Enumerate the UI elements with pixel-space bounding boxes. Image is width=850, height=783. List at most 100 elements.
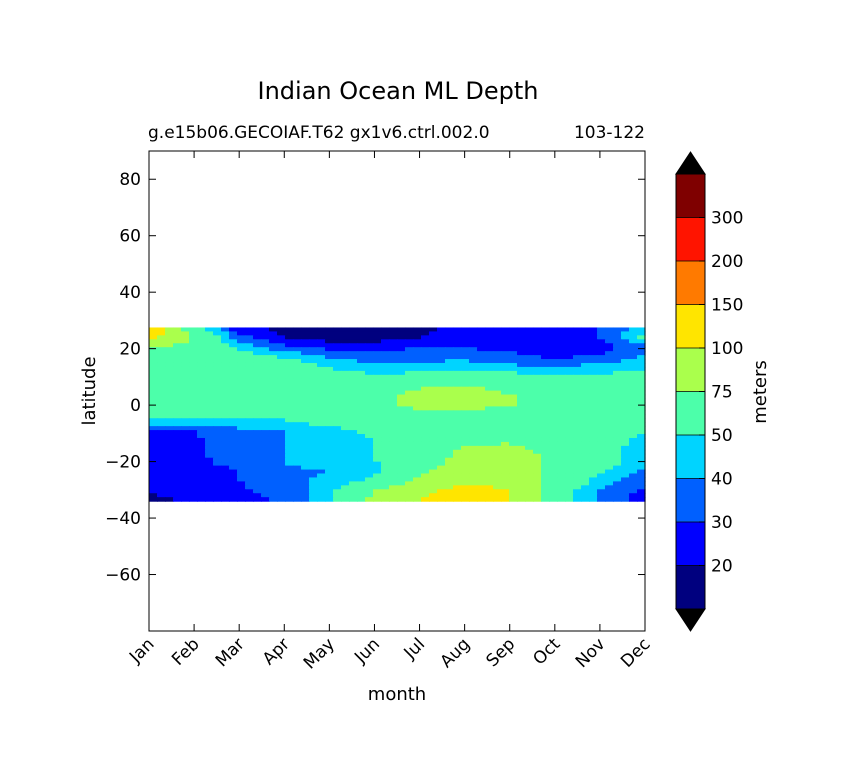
heatmap-cell: [373, 378, 382, 384]
heatmap-cell: [333, 366, 342, 372]
heatmap-cell: [205, 453, 214, 459]
heatmap-cell: [565, 422, 574, 427]
heatmap-cell: [405, 347, 414, 352]
heatmap-cell: [261, 422, 270, 427]
heatmap-cell: [261, 355, 270, 360]
heatmap-cell: [445, 477, 454, 482]
heatmap-cell: [261, 457, 270, 463]
heatmap-cell: [581, 445, 590, 451]
heatmap-cell: [533, 335, 542, 340]
heatmap-cell: [229, 441, 238, 447]
heatmap-cell: [365, 489, 374, 494]
heatmap-cell: [509, 465, 518, 471]
heatmap-cell: [613, 441, 622, 447]
heatmap-cell: [309, 339, 318, 344]
heatmap-cell: [565, 406, 574, 411]
heatmap-cell: [205, 477, 214, 482]
heatmap-cell: [581, 347, 590, 352]
heatmap-cell: [261, 485, 270, 490]
heatmap-cell: [421, 437, 430, 443]
heatmap-cell: [197, 465, 206, 471]
heatmap-cell: [517, 398, 526, 404]
heatmap-cell: [325, 465, 334, 471]
heatmap-cell: [525, 382, 534, 388]
heatmap-cell: [253, 374, 262, 380]
heatmap-cell: [181, 430, 190, 435]
heatmap-cell: [357, 335, 366, 340]
heatmap-cell: [549, 430, 558, 435]
heatmap-cell: [565, 473, 574, 479]
heatmap-cell: [573, 327, 582, 333]
heatmap-cell: [341, 339, 350, 344]
heatmap-cell: [205, 402, 214, 407]
heatmap-cell: [325, 418, 334, 423]
heatmap-cell: [557, 370, 566, 376]
heatmap-cell: [413, 422, 422, 427]
heatmap-cell: [493, 493, 502, 498]
heatmap-cell: [205, 473, 214, 479]
heatmap-cell: [325, 366, 334, 372]
heatmap-cell: [165, 493, 174, 498]
heatmap-cell: [237, 485, 246, 490]
heatmap-cell: [341, 422, 350, 427]
heatmap-cell: [381, 398, 390, 404]
heatmap-cell: [581, 394, 590, 400]
heatmap-cell: [261, 382, 270, 388]
heatmap-cell: [613, 426, 622, 431]
heatmap-cell: [589, 335, 598, 340]
heatmap-cell: [165, 359, 174, 364]
heatmap-cell: [253, 434, 262, 439]
heatmap-cell: [189, 394, 198, 400]
heatmap-cell: [597, 445, 606, 451]
heatmap-cell: [573, 473, 582, 479]
heatmap-cell: [269, 469, 278, 475]
heatmap-cell: [285, 331, 294, 336]
heatmap-cell: [229, 351, 238, 356]
heatmap-cell: [629, 437, 638, 443]
heatmap-cell: [157, 449, 166, 455]
heatmap-cell: [325, 453, 334, 459]
heatmap-cell: [549, 481, 558, 486]
heatmap-cell: [325, 493, 334, 498]
heatmap-cell: [637, 343, 646, 348]
heatmap-cell: [189, 386, 198, 392]
heatmap-cell: [485, 426, 494, 431]
heatmap-cell: [437, 489, 446, 494]
heatmap-cell: [621, 461, 630, 467]
heatmap-cell: [381, 390, 390, 396]
heatmap-cell: [637, 335, 646, 340]
heatmap-cell: [285, 473, 294, 479]
heatmap-cell: [373, 477, 382, 482]
heatmap-cell: [445, 339, 454, 344]
heatmap-cell: [317, 335, 326, 340]
heatmap-cell: [565, 457, 574, 463]
heatmap-cell: [381, 465, 390, 471]
heatmap-cell: [573, 359, 582, 364]
heatmap-cell: [485, 339, 494, 344]
heatmap-cell: [277, 339, 286, 344]
heatmap-cell: [381, 434, 390, 439]
heatmap-cell: [245, 335, 254, 340]
heatmap-cell: [149, 410, 158, 415]
heatmap-cell: [221, 481, 230, 486]
heatmap-cell: [557, 327, 566, 333]
heatmap-cell: [421, 343, 430, 348]
heatmap-cell: [165, 437, 174, 443]
heatmap-cell: [429, 449, 438, 455]
heatmap-cell: [309, 394, 318, 400]
heatmap-cell: [453, 362, 462, 368]
heatmap-cell: [397, 382, 406, 388]
heatmap-cell: [293, 374, 302, 380]
heatmap-cell: [381, 351, 390, 356]
heatmap-cell: [285, 493, 294, 498]
heatmap-cell: [261, 434, 270, 439]
heatmap-cell: [269, 418, 278, 423]
heatmap-cell: [421, 398, 430, 404]
heatmap-cell: [229, 465, 238, 471]
heatmap-cell: [581, 485, 590, 490]
heatmap-cell: [589, 453, 598, 459]
heatmap-cell: [149, 481, 158, 486]
heatmap-cell: [317, 366, 326, 372]
heatmap-cell: [349, 426, 358, 431]
heatmap-cell: [229, 327, 238, 333]
